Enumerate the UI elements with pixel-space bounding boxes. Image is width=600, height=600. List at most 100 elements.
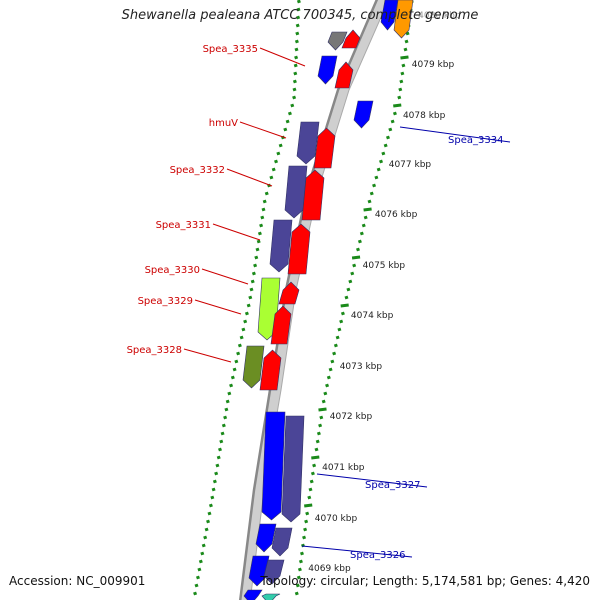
outer-ring-tick bbox=[297, 567, 302, 572]
inner-ring-tick bbox=[295, 31, 300, 36]
inner-ring-tick bbox=[227, 391, 232, 396]
inner-ring-tick bbox=[283, 127, 288, 132]
scale-label: 4072 kbp bbox=[330, 412, 373, 422]
outer-ring-tick bbox=[340, 311, 345, 316]
outer-ring-tick bbox=[300, 551, 304, 556]
inner-ring-tick bbox=[207, 511, 212, 516]
inner-ring-tick bbox=[290, 103, 295, 108]
outer-ring-tick bbox=[346, 287, 351, 292]
outer-ring-tick bbox=[326, 375, 331, 380]
inner-ring-tick bbox=[278, 143, 283, 148]
outer-ring-tick bbox=[400, 55, 409, 60]
outer-ring-tick bbox=[309, 479, 314, 484]
genome-stats-text: Topology: circular; Length: 5,174,581 bp… bbox=[260, 574, 590, 588]
inner-ring-tick bbox=[200, 551, 205, 556]
cog-teal-block bbox=[261, 593, 281, 600]
inner-ring-tick bbox=[260, 215, 265, 220]
inner-ring-tick bbox=[204, 527, 209, 532]
forward-cds-block bbox=[270, 305, 292, 345]
inner-ring-tick bbox=[212, 479, 217, 484]
outer-ring-tick bbox=[363, 207, 372, 212]
inner-ring-tick bbox=[225, 399, 230, 404]
cog-purple-block bbox=[284, 165, 308, 219]
inner-ring-tick bbox=[215, 463, 220, 468]
scale-label: 4076 kbp bbox=[375, 210, 418, 220]
inner-ring-tick bbox=[219, 439, 224, 444]
inner-ring-tick bbox=[195, 575, 200, 580]
outer-ring-tick bbox=[294, 591, 299, 596]
outer-ring-tick bbox=[361, 223, 366, 228]
inner-ring-tick bbox=[285, 119, 290, 124]
outer-ring-tick bbox=[400, 71, 405, 76]
inner-ring-tick bbox=[244, 311, 249, 316]
outer-ring-tick bbox=[383, 143, 388, 148]
outer-ring-tick bbox=[404, 39, 409, 44]
inner-ring-tick bbox=[248, 295, 253, 300]
inner-ring-tick bbox=[261, 207, 266, 212]
outer-ring-tick bbox=[328, 367, 333, 372]
outer-ring-tick bbox=[316, 431, 321, 436]
outer-ring-tick bbox=[302, 535, 307, 540]
inner-ring-tick bbox=[294, 55, 299, 60]
scale-label: 4074 kbp bbox=[351, 311, 394, 321]
inner-ring-tick bbox=[214, 471, 219, 476]
inner-ring-tick bbox=[197, 567, 202, 572]
scale-label: 4073 kbp bbox=[340, 362, 383, 372]
outer-ring-tick bbox=[333, 343, 338, 348]
inner-ring-tick bbox=[250, 279, 255, 284]
inner-ring-tick bbox=[241, 327, 246, 332]
inner-ring-tick bbox=[234, 359, 239, 364]
outer-ring-tick bbox=[323, 391, 328, 396]
outer-ring-tick bbox=[399, 79, 404, 84]
outer-ring-tick bbox=[305, 511, 310, 516]
reverse-cds-block bbox=[317, 55, 338, 85]
outer-ring-tick bbox=[312, 463, 317, 468]
leader-line bbox=[194, 299, 242, 315]
reverse-cds-block bbox=[353, 100, 374, 129]
inner-ring-tick bbox=[249, 287, 254, 292]
inner-ring-tick bbox=[211, 487, 216, 492]
inner-ring-tick bbox=[206, 519, 211, 524]
forward-cds-block bbox=[334, 61, 354, 89]
outer-ring-tick bbox=[392, 111, 397, 116]
inner-ring-tick bbox=[194, 583, 199, 588]
outer-ring-tick bbox=[337, 327, 342, 332]
outer-ring-tick bbox=[352, 263, 357, 268]
leader-line bbox=[301, 545, 413, 558]
cog-purple-block bbox=[296, 121, 320, 165]
outer-ring-tick bbox=[376, 167, 381, 172]
scale-label: 4070 kbp bbox=[315, 514, 358, 524]
inner-ring-tick bbox=[287, 111, 292, 116]
outer-ring-tick bbox=[314, 447, 319, 452]
scale-label: 4075 kbp bbox=[363, 261, 406, 271]
inner-ring-tick bbox=[218, 447, 222, 452]
outer-ring-tick bbox=[393, 103, 402, 108]
cog-purple-block bbox=[281, 415, 305, 523]
scale-label: 4071 kbp bbox=[322, 463, 365, 473]
outer-ring-tick bbox=[303, 527, 308, 532]
reverse-cds-block bbox=[380, 0, 399, 31]
leader-line bbox=[399, 126, 511, 143]
outer-ring-tick bbox=[405, 31, 410, 36]
outer-ring-tick bbox=[304, 503, 313, 508]
leader-line bbox=[201, 268, 249, 285]
reverse-cds-block bbox=[255, 523, 277, 553]
outer-ring-tick bbox=[310, 471, 315, 476]
inner-ring-tick bbox=[223, 415, 228, 420]
scale-labels: 4080 kbp 4079 kbp 4078 kbp 4077 kbp 4076 kbp… bbox=[308, 11, 461, 574]
inner-ring-tick bbox=[230, 375, 235, 380]
label-leaders bbox=[183, 47, 511, 558]
gene-label: Spea_3327 bbox=[365, 480, 420, 491]
outer-ring-tick bbox=[390, 119, 395, 124]
inner-ring-tick bbox=[253, 263, 258, 268]
outer-ring-tick bbox=[330, 359, 335, 364]
scale-label: 4078 kbp bbox=[403, 111, 446, 121]
outer-ring-tick bbox=[372, 183, 377, 188]
outer-ring-tick bbox=[318, 423, 323, 428]
inner-ring-tick bbox=[259, 223, 264, 228]
outer-ring-tick bbox=[340, 303, 349, 308]
outer-ring-tick bbox=[298, 559, 303, 564]
inner-ring-tick bbox=[210, 495, 215, 500]
reverse-cds-block bbox=[248, 555, 270, 587]
